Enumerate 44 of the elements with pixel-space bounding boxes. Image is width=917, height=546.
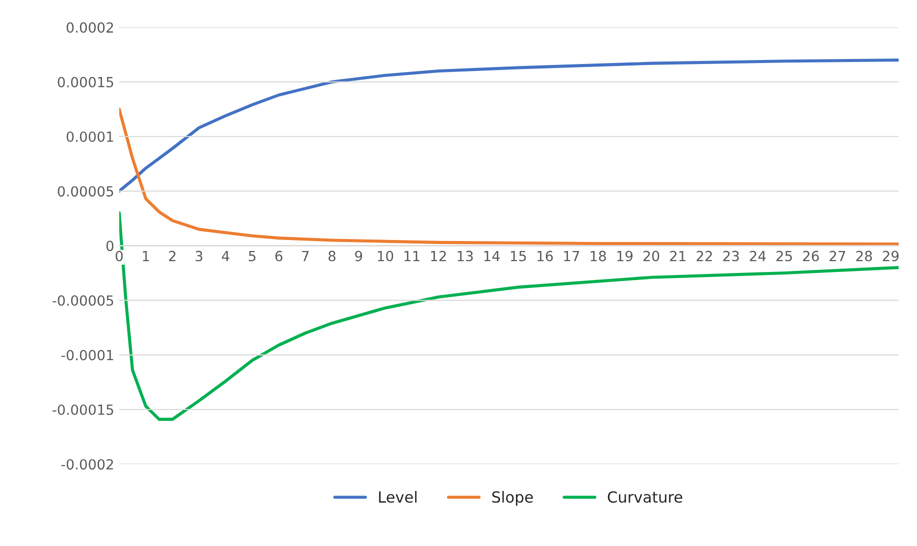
x-tick-label: 19: [617, 250, 633, 262]
y-tick-label: 0.0002: [66, 22, 113, 33]
x-tick-label: 26: [803, 250, 819, 262]
y-tick-label: 0: [106, 240, 114, 252]
x-tick-label: 10: [378, 250, 394, 262]
x-tick-label: 23: [723, 250, 739, 262]
x-tick-label: 12: [431, 250, 446, 262]
x-tick-label: 15: [510, 250, 526, 262]
x-tick-label: 14: [484, 250, 500, 262]
x-tick-label: 18: [590, 250, 606, 262]
x-tick-label: 5: [248, 250, 256, 262]
y-tick-label: 0.0001: [66, 131, 114, 142]
x-tick-label: 11: [404, 250, 420, 262]
x-tick-label: 22: [696, 250, 712, 262]
y-tick-label: 0.00005: [58, 186, 114, 197]
x-tick-label: 1: [142, 250, 149, 262]
legend-label: Level: [379, 490, 416, 503]
x-tick-label: 4: [222, 250, 230, 262]
line-series: [119, 58, 899, 193]
x-tick-label: 20: [643, 250, 660, 262]
y-tick-label: -0.00015: [52, 404, 114, 415]
y-tick-label: -0.00005: [52, 295, 114, 306]
y-tick-label: -0.0001: [61, 350, 114, 360]
y-tick-label: 0.00015: [58, 76, 114, 88]
x-tick-label: 29: [882, 250, 899, 262]
y-tick-label: -0.0002: [61, 459, 113, 470]
line-series: [119, 108, 899, 246]
legend-label: Curvature: [608, 491, 682, 503]
x-tick-label: 6: [275, 250, 282, 262]
x-tick-label: 2: [169, 250, 176, 262]
x-tick-label: 3: [196, 250, 202, 262]
x-tick-label: 7: [302, 250, 309, 262]
x-tick-label: 13: [458, 250, 473, 262]
x-tick-label: 17: [564, 250, 580, 262]
x-tick-label: 8: [328, 250, 336, 262]
x-tick-label: 16: [538, 250, 553, 262]
x-tick-label: 28: [856, 250, 872, 262]
x-tick-label: 9: [355, 250, 362, 262]
x-tick-label: 0: [116, 250, 123, 262]
legend-label: Slope: [492, 490, 533, 506]
x-tick-label: 24: [750, 250, 766, 262]
x-tick-label: 27: [830, 250, 846, 262]
x-tick-label: 21: [670, 250, 686, 262]
x-tick-label: 25: [776, 250, 792, 262]
